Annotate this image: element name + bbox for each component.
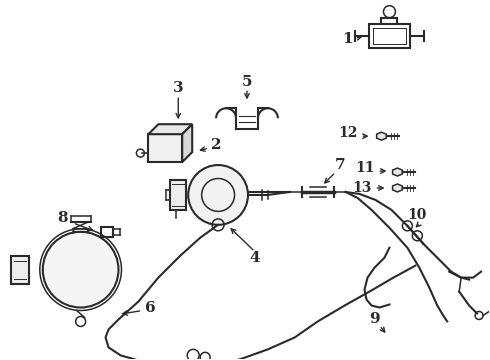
Text: 1: 1: [343, 32, 353, 46]
Text: 13: 13: [352, 181, 371, 195]
Circle shape: [188, 165, 248, 225]
Text: 5: 5: [242, 75, 252, 89]
Text: 4: 4: [249, 251, 260, 265]
Polygon shape: [392, 184, 402, 192]
Text: 11: 11: [355, 161, 374, 175]
Polygon shape: [148, 124, 192, 134]
Text: 6: 6: [145, 301, 156, 315]
Text: 8: 8: [57, 211, 68, 225]
Text: 2: 2: [211, 138, 221, 152]
Circle shape: [43, 232, 119, 307]
Polygon shape: [171, 180, 186, 210]
Polygon shape: [392, 168, 402, 176]
Polygon shape: [11, 256, 29, 284]
Polygon shape: [377, 132, 386, 140]
Text: 12: 12: [338, 126, 357, 140]
Text: 7: 7: [334, 158, 345, 172]
Text: 10: 10: [408, 208, 427, 222]
Text: 9: 9: [369, 312, 380, 327]
Polygon shape: [182, 124, 192, 162]
Text: 3: 3: [173, 81, 184, 95]
Polygon shape: [148, 134, 182, 162]
